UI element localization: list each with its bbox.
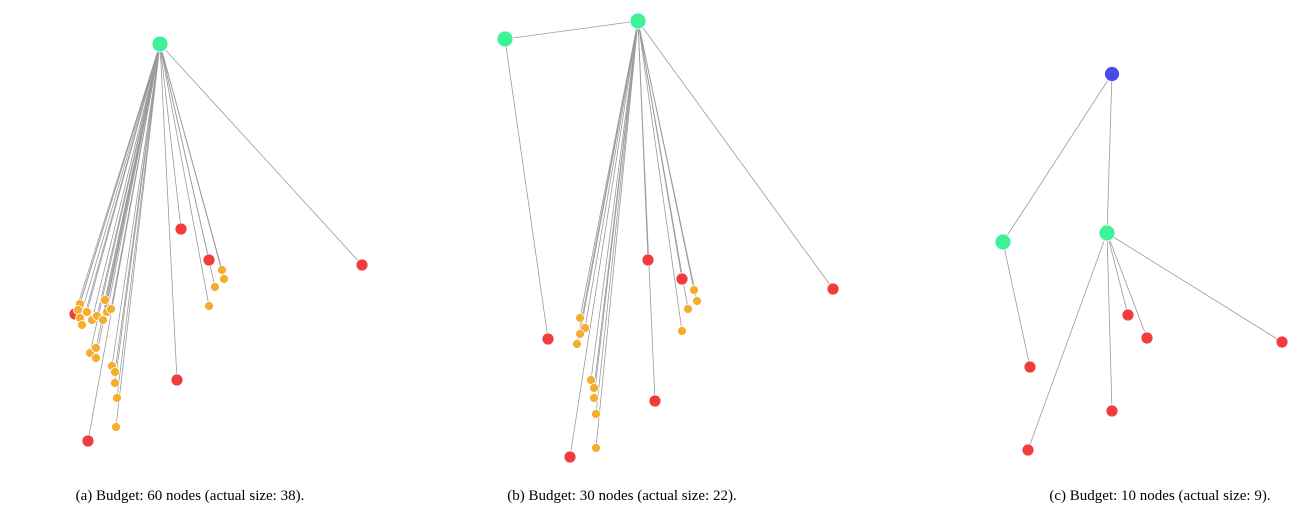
edge <box>637 20 656 402</box>
node <box>563 450 577 464</box>
edge <box>114 43 161 384</box>
node <box>1098 224 1116 242</box>
edge <box>593 20 639 399</box>
node <box>641 253 655 267</box>
edge <box>1106 232 1129 316</box>
edge <box>95 43 161 359</box>
node <box>1021 443 1035 457</box>
node <box>77 320 87 330</box>
node <box>826 282 840 296</box>
caption: (c) Budget: 10 nodes (actual size: 9). <box>1049 488 1270 504</box>
node <box>692 296 702 306</box>
edge <box>1106 232 1148 339</box>
edge <box>77 43 161 311</box>
edge <box>637 20 689 310</box>
node <box>98 315 108 325</box>
node <box>204 301 214 311</box>
node <box>591 409 601 419</box>
node <box>81 434 95 448</box>
edge <box>637 20 834 290</box>
caption: (b) Budget: 30 nodes (actual size: 22). <box>507 488 737 504</box>
node <box>572 339 582 349</box>
edge <box>159 43 210 307</box>
node <box>174 222 188 236</box>
node <box>355 258 369 272</box>
edge <box>86 43 161 313</box>
edge <box>91 43 161 321</box>
edge <box>115 43 161 428</box>
edge <box>1106 73 1113 234</box>
node <box>106 304 116 314</box>
node <box>648 394 662 408</box>
edge <box>159 43 216 288</box>
node <box>994 233 1012 251</box>
edge <box>1027 232 1108 451</box>
edge <box>595 20 639 449</box>
node <box>677 326 687 336</box>
edge <box>504 20 639 40</box>
edge <box>159 43 225 280</box>
node <box>1023 360 1037 374</box>
edge <box>595 20 639 415</box>
node <box>151 35 169 53</box>
node <box>170 373 184 387</box>
edge <box>79 43 161 319</box>
edge <box>637 20 683 332</box>
node <box>219 274 229 284</box>
node <box>1140 331 1154 345</box>
node <box>82 307 92 317</box>
node <box>589 383 599 393</box>
node <box>73 305 83 315</box>
node <box>100 295 110 305</box>
node <box>683 304 693 314</box>
edge <box>1106 232 1113 412</box>
node <box>575 329 585 339</box>
node <box>541 332 555 346</box>
node <box>575 313 585 323</box>
edge <box>637 20 698 302</box>
edge <box>590 20 639 381</box>
node <box>202 253 216 267</box>
node <box>1121 308 1135 322</box>
caption: (a) Budget: 60 nodes (actual size: 38). <box>76 488 305 504</box>
edge <box>504 38 549 340</box>
edge <box>159 43 178 381</box>
node <box>110 378 120 388</box>
edge <box>1002 73 1113 243</box>
node <box>1275 335 1289 349</box>
node <box>110 367 120 377</box>
edge <box>110 43 161 310</box>
edge <box>1002 241 1031 368</box>
node <box>1105 404 1119 418</box>
graphs <box>68 12 1289 464</box>
node <box>91 343 101 353</box>
edge <box>111 43 161 367</box>
edge <box>159 43 182 230</box>
node <box>589 393 599 403</box>
edge <box>569 20 639 458</box>
node <box>496 30 514 48</box>
node <box>217 265 227 275</box>
node <box>689 285 699 295</box>
edge <box>584 20 639 329</box>
node <box>591 443 601 453</box>
node <box>91 353 101 363</box>
edge <box>1106 232 1283 343</box>
edge <box>159 43 363 266</box>
edge <box>576 20 639 345</box>
node <box>629 12 647 30</box>
node <box>210 282 220 292</box>
node <box>111 422 121 432</box>
node <box>675 272 689 286</box>
node <box>1104 66 1120 82</box>
node <box>112 393 122 403</box>
